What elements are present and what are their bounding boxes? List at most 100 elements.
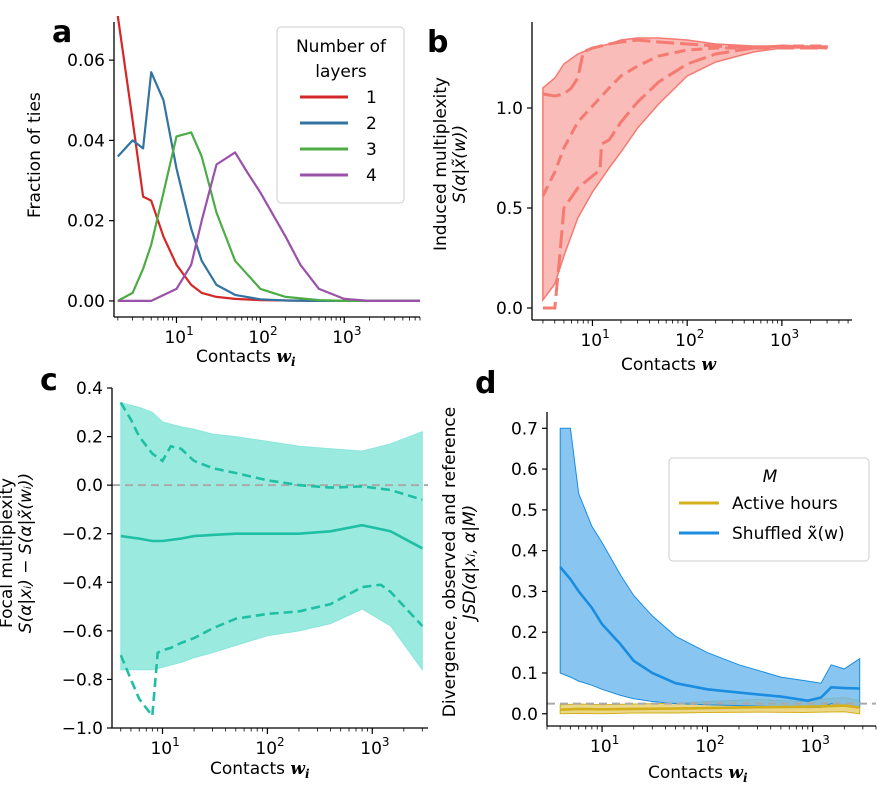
- panel-b-axes: [531, 22, 852, 321]
- panel-d-ytick-label: 0.3: [511, 582, 538, 602]
- panel-c-xlabel-sub: i: [305, 767, 310, 781]
- panel-c-xtick-label: 102: [255, 735, 284, 759]
- panel-a-legend-label-2: 2: [366, 114, 377, 134]
- panel-b-series-lower-quartile: [542, 44, 828, 310]
- panel-c-series-lower-quartile: [119, 583, 424, 720]
- panel-c-letter: c: [40, 363, 58, 398]
- panel-c-ytick-label: −0.2: [62, 525, 103, 545]
- panel-b-xtick-label: 101: [580, 327, 609, 351]
- panel-b-series-upper-quartile: [542, 38, 828, 98]
- panel-b-plot-area: [541, 37, 828, 310]
- panel-c-ylabel: Focal multiplexity: [0, 478, 17, 628]
- panel-c-axes: [111, 388, 428, 729]
- panel-a-ytick-label: 0.04: [67, 131, 105, 151]
- panel-c-ylabel-math: S(α|xᵢ) − S(α|x̃(wᵢ)): [16, 473, 36, 633]
- panel-d-series-1: [559, 566, 860, 703]
- panel-b-letter: b: [427, 25, 448, 60]
- panel-d-legend-label-1: Shuffled x̃(w): [732, 524, 845, 544]
- panel-d-ytick-label: 0.2: [511, 623, 538, 643]
- panel-b-ticks: 0.0 0.5 1.0 101 102 103: [496, 99, 849, 351]
- panel-a-axes: [113, 22, 420, 318]
- panel-d-legend-items: Active hours Shuffled x̃(w): [679, 494, 845, 544]
- panel-d-legend-frame: [668, 457, 870, 562]
- panel-a-ytick-label: 0.06: [67, 51, 105, 71]
- panel-d-legend-label-0: Active hours: [732, 494, 838, 514]
- panel-c-ytick-label: 0.4: [76, 379, 103, 399]
- panel-a-xlabel-text: Contacts: [196, 347, 271, 367]
- panel-d-xlabel-sub: i: [743, 771, 748, 785]
- panel-c-plot-area: [112, 401, 428, 720]
- panel-c-xlabel-text: Contacts: [210, 759, 285, 779]
- panel-c-ytick-label: −0.8: [62, 670, 103, 690]
- panel-a-ticks: 0.00 0.02 0.04 0.06 101 102 103: [67, 51, 421, 348]
- panel-d-plot-area: [547, 427, 876, 715]
- panel-a-letter: a: [52, 15, 72, 50]
- panel-d-xtick-label: 101: [590, 733, 619, 757]
- panel-c-ytick-label: 0.2: [76, 428, 103, 448]
- panel-d-ytick-label: 0.0: [511, 705, 538, 725]
- panel-a-series-3: [117, 131, 420, 302]
- panel-c-xlabel-var: w: [290, 759, 306, 779]
- panel-a-xlabel-sub: i: [291, 355, 296, 369]
- panel-d-legend-title: M: [763, 467, 778, 487]
- panel-c-xtick-label: 103: [360, 735, 389, 759]
- panel-d-xlabel-text: Contacts: [648, 763, 723, 783]
- panel-a-legend-label-3: 3: [366, 140, 377, 160]
- panel-d: d 0.0 0.1 0.2 0.3 0.4 0.5 0.6 0.7 101 102 103 Dive…: [440, 366, 877, 785]
- panel-d-xtick-label: 102: [695, 733, 724, 757]
- panel-b-xlabel: Contacts w: [621, 355, 717, 375]
- panel-a: a 0.00 0.02 0.04 0.06 101 102 103 Fraction of …: [25, 15, 421, 369]
- panel-d-ytick-label: 0.1: [511, 664, 538, 684]
- panel-b-xtick-label: 103: [770, 327, 799, 351]
- panel-c: c 0.4 0.2 0.0 −0.2 −0.4 −0.6 −0.8 −1.0 101 102 103…: [0, 363, 428, 781]
- panel-c-quartile-band: [120, 401, 423, 672]
- panel-b-ytick-label: 0.5: [496, 199, 523, 219]
- panel-c-xtick-label: 101: [150, 735, 179, 759]
- panel-a-xtick-label: 103: [332, 324, 361, 348]
- panel-d-letter: d: [475, 366, 496, 401]
- panel-c-ytick-label: −1.0: [62, 719, 103, 739]
- panel-b-xlabel-var: w: [701, 355, 717, 375]
- panel-c-xlabel: Contacts wi: [210, 759, 310, 781]
- panel-b-ylabel-math: S(α|x̃(w)): [450, 125, 470, 203]
- panel-d-ylabel: Divergence, observed and reference: [440, 407, 460, 717]
- panel-a-legend-title-1: Number of: [296, 37, 387, 57]
- panel-b-ytick-label: 0.0: [496, 299, 523, 319]
- panel-b-quartile-band: [542, 37, 828, 303]
- panel-c-ytick-label: −0.4: [62, 573, 103, 593]
- panel-c-ytick-label: −0.6: [62, 622, 103, 642]
- panel-a-legend-title-2: layers: [315, 62, 367, 82]
- panel-c-series-upper-quartile: [119, 401, 423, 501]
- panel-b-xlabel-text: Contacts: [621, 355, 696, 375]
- panel-a-legend-label-4: 4: [366, 166, 377, 186]
- panel-d-ytick-label: 0.5: [511, 501, 538, 521]
- panel-a-xlabel-var: w: [276, 347, 292, 367]
- panel-c-ytick-label: 0.0: [76, 476, 103, 496]
- panel-b-ylabel: Induced multiplexity: [431, 77, 451, 251]
- panel-a-plot-area: [116, 15, 420, 302]
- panel-b: b 0.0 0.5 1.0 101 102 103 Induced multiplexit…: [427, 22, 852, 375]
- panel-d-ytick-label: 0.6: [511, 460, 538, 480]
- panel-a-legend-label-1: 1: [366, 88, 377, 108]
- panel-a-series-4: [117, 151, 420, 302]
- panel-b-ytick-label: 1.0: [496, 99, 523, 119]
- panel-a-ylabel: Fraction of ties: [25, 92, 45, 218]
- panel-d-ytick-label: 0.7: [511, 419, 538, 439]
- panel-d-ytick-label: 0.4: [511, 542, 538, 562]
- panel-d-ticks: 0.0 0.1 0.2 0.3 0.4 0.5 0.6 0.7 101 102 103: [511, 419, 877, 757]
- panel-a-xtick-label: 102: [248, 324, 277, 348]
- panel-a-legend: Number of layers 1 2 3 4: [276, 26, 405, 204]
- panel-b-xtick-label: 102: [675, 327, 704, 351]
- panel-d-xtick-label: 103: [801, 733, 830, 757]
- panel-d-ylabel-math: JSD(α|xᵢ, α|M): [460, 505, 480, 623]
- panel-a-xtick-label: 101: [164, 324, 193, 348]
- panel-a-xlabel: Contacts wi: [196, 347, 296, 369]
- panel-d-series-0: [560, 704, 860, 711]
- panel-a-ytick-label: 0.02: [67, 212, 105, 232]
- panel-d-xlabel: Contacts wi: [648, 763, 748, 785]
- panel-c-ticks: 0.4 0.2 0.0 −0.2 −0.4 −0.6 −0.8 −1.0 101 102 103: [62, 379, 423, 759]
- panel-d-xlabel-var: w: [728, 763, 744, 783]
- panel-a-legend-items: 1 2 3 4: [300, 88, 377, 186]
- panel-a-legend-frame: [276, 26, 405, 204]
